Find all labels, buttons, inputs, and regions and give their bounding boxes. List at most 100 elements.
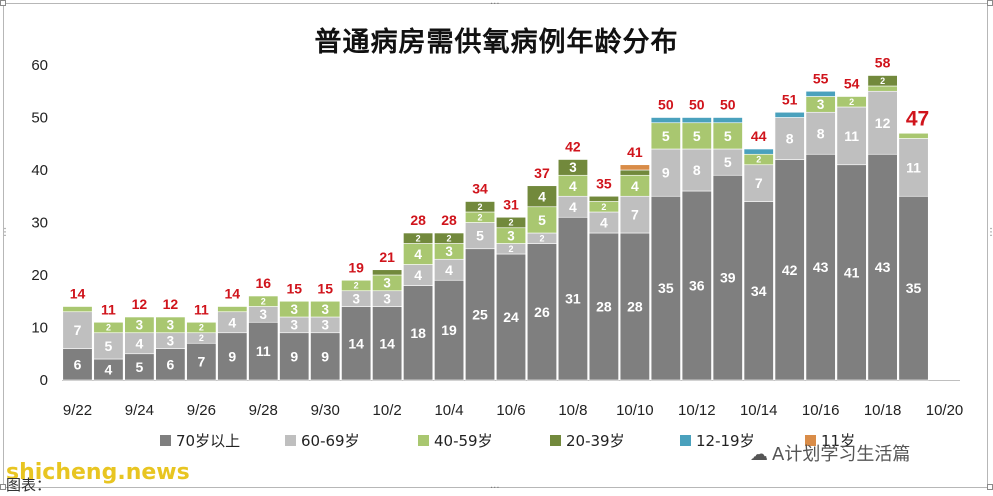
bar-segment-label: 11 <box>906 159 921 175</box>
bar-segment-label: 3 <box>291 302 298 317</box>
resize-handle-right[interactable]: ⋮ <box>986 227 993 238</box>
bar-total-label: 11 <box>194 301 209 317</box>
bar-segment-label: 2 <box>478 202 483 212</box>
bar-total-label: 50 <box>720 97 736 113</box>
bar-segment-label: 8 <box>693 162 701 178</box>
bar-segment-12-19岁 <box>743 148 774 155</box>
bar-segment-40-59岁 <box>217 306 248 313</box>
bar-segment-60-69岁 <box>619 195 650 234</box>
bar-segment-label: 5 <box>724 154 732 170</box>
bar-segment-70岁以上 <box>434 279 465 381</box>
bar-segment-label: 7 <box>755 175 763 191</box>
legend-swatch <box>550 435 561 446</box>
bar-segment-70岁以上 <box>186 342 217 381</box>
bar-segment-label: 4 <box>228 314 236 330</box>
resize-handle-left[interactable]: ⋮ <box>0 227 10 238</box>
bar-segment-60-69岁 <box>836 106 867 166</box>
legend-swatch <box>285 435 296 446</box>
legend-label: 60-69岁 <box>301 432 360 450</box>
bar-total-label: 11 <box>101 301 116 317</box>
bar-total-label: 12 <box>132 296 148 312</box>
bar-segment-12-19岁 <box>681 117 712 124</box>
bar-total-label: 15 <box>317 280 333 296</box>
bar-segment-label: 3 <box>291 318 298 333</box>
x-tick-label: 10/6 <box>496 402 525 419</box>
y-tick-label: 60 <box>31 57 48 74</box>
bar-segment-40-59岁 <box>526 206 557 234</box>
bar-segment-label: 8 <box>786 131 794 147</box>
legend-label: 11岁 <box>821 432 855 450</box>
bar-segment-label: 39 <box>720 270 736 286</box>
legend-label: 70岁以上 <box>176 432 240 450</box>
bar-segment-label: 6 <box>166 356 174 372</box>
bar-segment-label: 4 <box>600 215 608 231</box>
bar-segment-label: 3 <box>260 307 267 322</box>
bar-segment-70岁以上 <box>743 201 774 381</box>
bar-total-label: 15 <box>286 280 302 296</box>
bar-segment-60-69岁 <box>681 148 712 192</box>
bar-segment-70岁以上 <box>898 195 929 381</box>
bar-segment-label: 28 <box>627 299 643 315</box>
resize-handle-top-left[interactable] <box>0 0 6 6</box>
bar-segment-label: 11 <box>844 128 859 144</box>
bar-segment-12-19岁 <box>712 117 743 124</box>
bar-segment-label: 4 <box>631 178 639 194</box>
bar-segment-20-39岁 <box>434 232 465 244</box>
bar-segment-label: 41 <box>844 264 860 280</box>
x-tick-label: 9/24 <box>125 402 154 419</box>
x-tick-label: 10/8 <box>558 402 587 419</box>
bar-segment-label: 3 <box>383 291 390 306</box>
x-tick-label: 9/28 <box>249 402 278 419</box>
watermark-right-text: A计划学习生活篇 <box>772 444 911 465</box>
wechat-icon: ☁ <box>750 444 768 465</box>
bar-segment-40-59岁 <box>62 306 93 313</box>
bar-segment-60-69岁 <box>465 222 496 250</box>
resize-handle-bottom[interactable]: ··· <box>490 483 500 494</box>
bar-segment-label: 4 <box>569 199 577 215</box>
bar-segment-label: 7 <box>631 207 639 223</box>
bar-segment-11岁 <box>619 164 650 171</box>
bar-segment-label: 3 <box>136 318 143 333</box>
bar-segment-70岁以上 <box>155 348 186 381</box>
bar-segment-label: 5 <box>105 338 113 354</box>
y-tick-label: 30 <box>31 215 48 232</box>
bar-segment-label: 2 <box>880 76 885 86</box>
bar-segment-label: 28 <box>596 299 612 315</box>
resize-handle-bottom-left[interactable] <box>0 484 6 490</box>
bar-segment-label: 3 <box>321 302 328 317</box>
legend-label: 40-59岁 <box>434 432 493 450</box>
bar-segment-label: 34 <box>751 283 767 299</box>
x-tick-label: 9/26 <box>187 402 216 419</box>
legend-label: 20-39岁 <box>566 432 625 450</box>
bar-segment-40-59岁 <box>867 85 898 92</box>
bar-total-label: 58 <box>875 55 891 71</box>
x-tick-label: 10/10 <box>616 402 654 419</box>
bar-segment-label: 3 <box>445 244 452 259</box>
bar-segment-label: 3 <box>321 318 328 333</box>
bar-segment-label: 9 <box>290 348 298 364</box>
bar-segment-20-39岁 <box>403 232 434 244</box>
bar-segment-label: 2 <box>478 212 483 222</box>
bar-segment-label: 4 <box>414 246 422 262</box>
bar-total-label: 28 <box>441 212 457 228</box>
watermark-right: ☁ A计划学习生活篇 <box>750 440 910 466</box>
bar-segment-60-69岁 <box>867 90 898 155</box>
bar-total-label: 34 <box>472 181 488 197</box>
bar-segment-label: 5 <box>693 128 701 144</box>
bar-segment-label: 5 <box>476 228 484 244</box>
chart-title: 普通病房需供氧病例年龄分布 <box>314 27 679 58</box>
x-tick-label: 9/30 <box>311 402 340 419</box>
bar-total-label: 54 <box>844 76 860 92</box>
bar-total-label: 50 <box>658 97 674 113</box>
bar-segment-label: 2 <box>508 218 513 228</box>
bar-segment-12-19岁 <box>805 90 836 97</box>
resize-handle-top[interactable]: ··· <box>490 0 500 10</box>
bar-segment-40-59岁 <box>310 300 341 318</box>
bar-segment-40-59岁 <box>681 122 712 150</box>
bar-segment-label: 18 <box>410 325 426 341</box>
bar-segment-70岁以上 <box>310 332 341 381</box>
bar-segment-20-39岁 <box>372 269 403 276</box>
bar-segment-label: 4 <box>538 188 546 204</box>
bar-segment-label: 2 <box>261 296 266 306</box>
bar-segment-label: 4 <box>569 178 577 194</box>
